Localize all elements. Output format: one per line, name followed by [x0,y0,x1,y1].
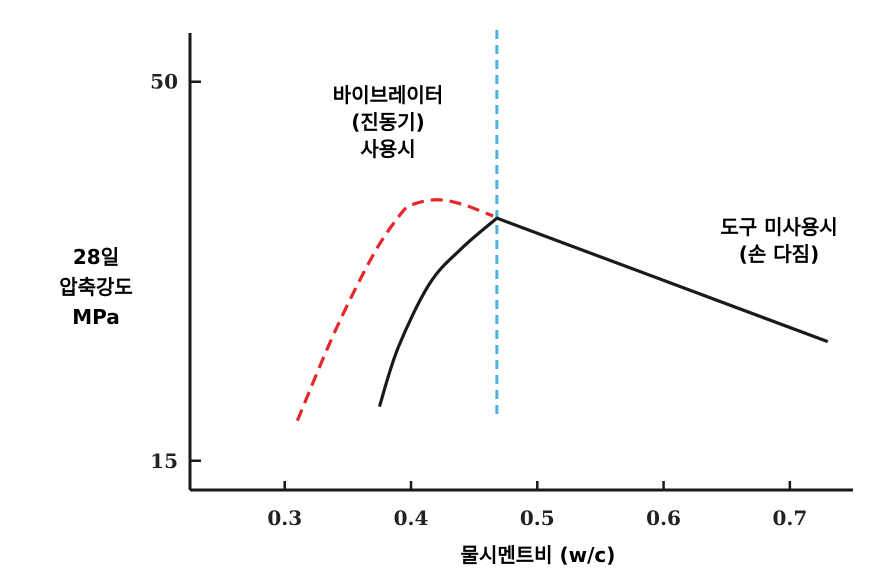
y-tick-label: 50 [150,70,178,94]
annotation-line: (손 다짐) [739,242,819,266]
annotation-1: 도구 미사용시 (손 다짐) [720,215,837,266]
series-line-1 [377,216,829,408]
series-layer [295,30,829,422]
y-axis-label-line: 압축강도 [59,275,133,299]
y-tick-label: 15 [150,449,178,473]
annotation-0: 바이브레이터 (진동기) 사용시 [333,83,443,161]
x-tick-label: 0.6 [646,506,681,530]
annotation-line: 사용시 [360,137,415,161]
x-axis-label: 물시멘트비 (w/c) [461,543,616,567]
x-tick-label: 0.4 [394,506,429,530]
x-tick-label: 0.7 [772,506,807,530]
annotation-line: 도구 미사용시 [720,215,837,239]
series-line-0 [295,198,494,422]
y-axis-label-line: MPa [72,305,120,329]
axes: 0.3 0.4 0.5 0.6 0.7 50 15 [150,33,853,530]
x-tick-label: 0.3 [267,506,302,530]
x-tick-label: 0.5 [520,506,555,530]
annotation-line: (진동기) [351,110,424,134]
y-axis-label-line: 28일 [73,245,119,269]
annotation-line: 바이브레이터 [333,83,443,107]
